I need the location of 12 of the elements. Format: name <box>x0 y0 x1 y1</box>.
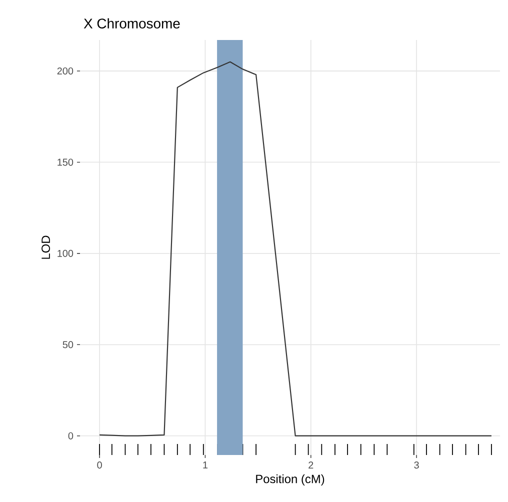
x-axis-title: Position (cM) <box>256 474 324 486</box>
y-tick-label: 200 <box>57 67 74 75</box>
y-axis-title: LOD <box>42 236 50 259</box>
y-tick-label: 50 <box>62 341 74 348</box>
chart-title: X Chromosome <box>84 18 180 28</box>
y-tick-label: 0 <box>68 432 74 440</box>
y-tick-label: 150 <box>58 158 74 166</box>
x-tick-label: 2 <box>308 462 314 468</box>
x-tick-label: 1 <box>203 462 208 468</box>
x-tick-label: 3 <box>414 462 419 469</box>
y-tick-label: 100 <box>58 250 74 257</box>
x-tick-label: 0 <box>97 462 102 469</box>
